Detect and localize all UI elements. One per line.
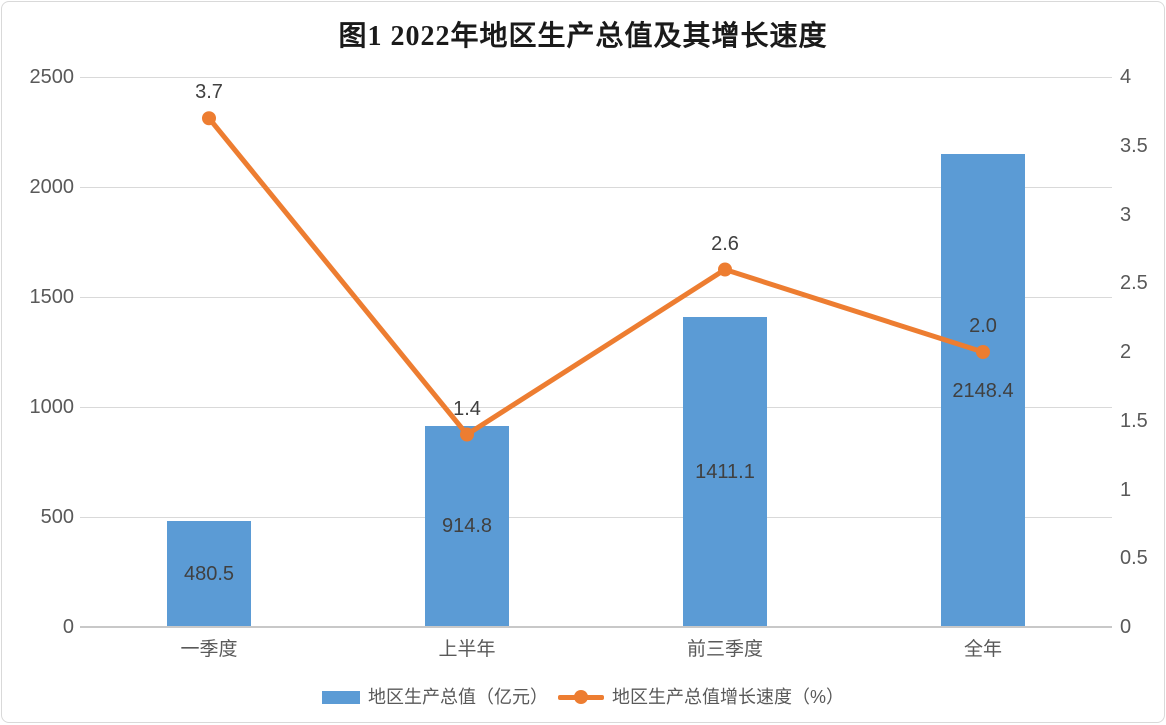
bar — [167, 521, 251, 627]
chart-title: 图1 2022年地区生产总值及其增长速度 — [338, 21, 828, 52]
legend: 地区生产总值（亿元） 地区生产总值增长速度（%） — [2, 686, 1164, 708]
legend-item-gdp: 地区生产总值（亿元） — [321, 686, 548, 708]
right-tick-label: 1 — [1120, 478, 1132, 501]
legend-label: 地区生产总值增长速度（%） — [611, 687, 844, 707]
line-point-label: 3.7 — [195, 81, 223, 104]
right-tick-label: 0.5 — [1120, 547, 1148, 570]
line-marker — [460, 427, 474, 442]
line-path — [207, 116, 984, 437]
category-label: 一季度 — [180, 639, 238, 660]
legend-line-swatch — [557, 690, 604, 704]
bar — [683, 316, 767, 627]
line-point-label: 1.4 — [453, 397, 481, 420]
gridline — [80, 77, 1112, 78]
category-label: 前三季度 — [686, 639, 764, 660]
line-marker — [718, 262, 732, 277]
gridline — [80, 407, 1112, 408]
right-tick-label: 3 — [1120, 203, 1132, 226]
right-tick-label: 0 — [1120, 616, 1132, 638]
legend-bar-swatch — [321, 690, 360, 704]
legend-label: 地区生产总值（亿元） — [367, 687, 548, 707]
line-marker — [202, 111, 216, 126]
category-label: 全年 — [963, 639, 1003, 660]
legend-line-marker — [573, 690, 588, 704]
plot-area: 480.5 914.8 1411.1 2148.4 3.7 1.4 2.6 2.0 — [80, 77, 1112, 628]
bar-value-label: 2148.4 — [952, 379, 1014, 402]
left-tick-label: 0 — [62, 616, 74, 638]
line-point-label: 2.0 — [969, 315, 997, 337]
bar — [425, 425, 509, 627]
line-marker — [976, 345, 990, 359]
gridline — [80, 517, 1112, 518]
gridline — [80, 187, 1112, 188]
left-tick-label: 2500 — [29, 66, 75, 88]
line-point-label: 2.6 — [711, 232, 739, 255]
bar-value-label: 1411.1 — [695, 460, 755, 483]
left-tick-label: 1500 — [29, 286, 75, 308]
right-tick-label: 2 — [1120, 341, 1132, 363]
right-tick-label: 3.5 — [1120, 134, 1148, 157]
right-tick-label: 2.5 — [1120, 272, 1148, 295]
growth-line-series — [202, 111, 990, 442]
right-tick-label: 4 — [1120, 66, 1132, 88]
gridline — [80, 297, 1112, 298]
bar-value-label: 480.5 — [183, 563, 235, 586]
left-tick-label: 1000 — [29, 396, 75, 418]
bar-value-label: 914.8 — [441, 515, 493, 538]
left-tick-label: 500 — [40, 506, 74, 528]
legend-item-growth: 地区生产总值增长速度（%） — [557, 686, 844, 708]
right-tick-label: 1.5 — [1120, 409, 1148, 432]
left-tick-label: 2000 — [29, 176, 75, 198]
category-label: 上半年 — [438, 639, 496, 660]
x-axis-line — [80, 626, 1112, 628]
bar — [941, 154, 1025, 627]
